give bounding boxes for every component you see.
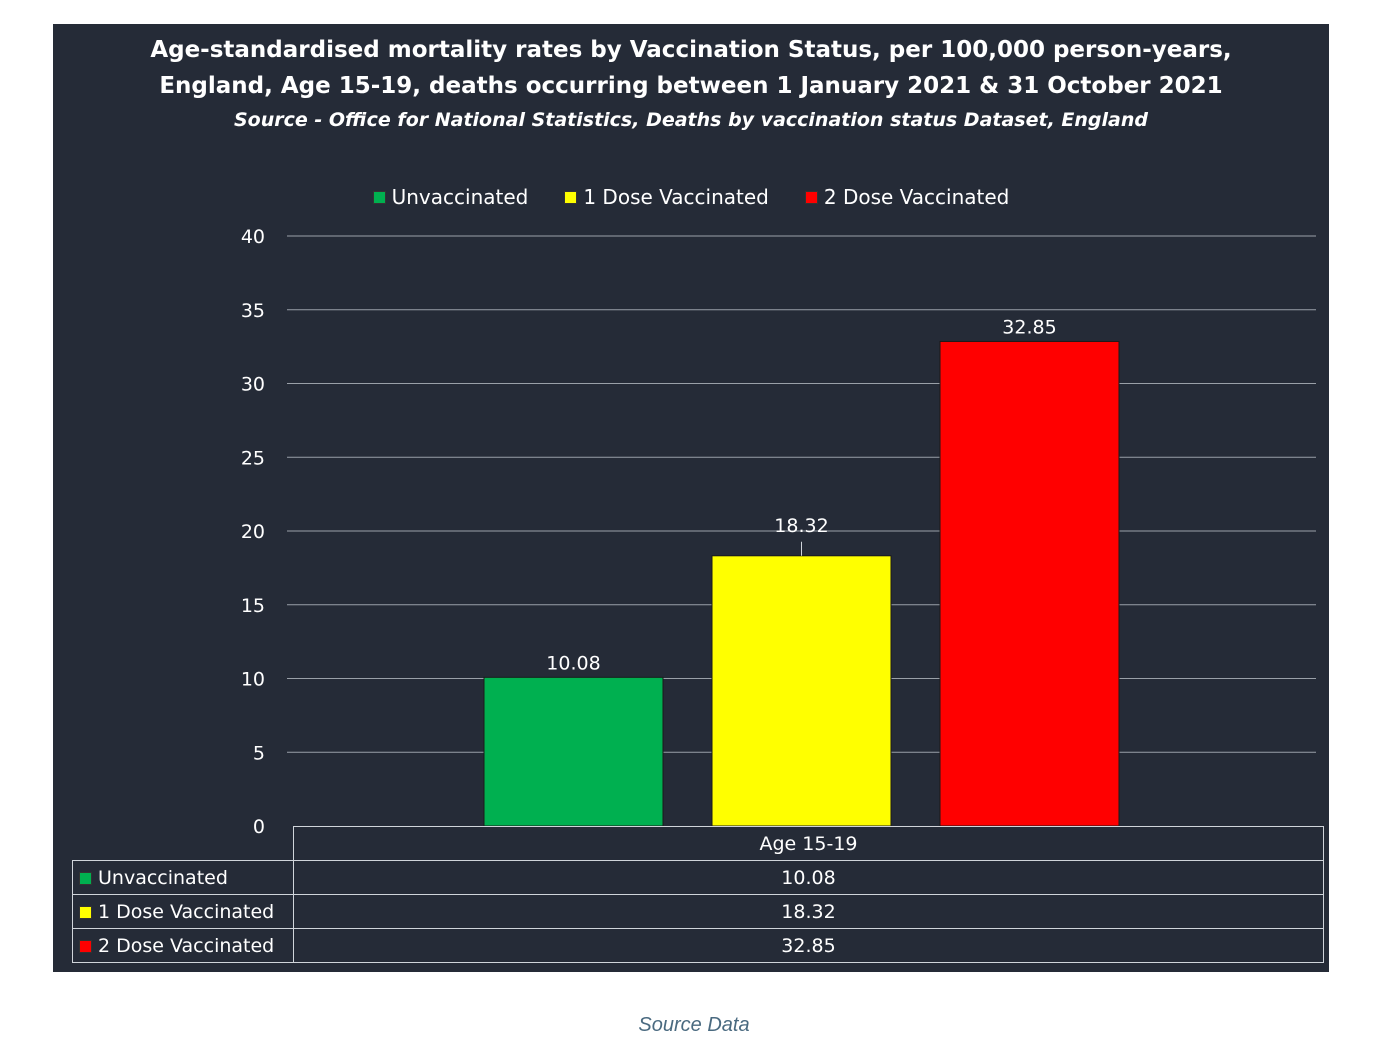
table-swatch-unvaccinated — [79, 871, 92, 885]
y-tick-label: 15 — [241, 595, 265, 617]
data-table-corner — [72, 826, 294, 861]
chart-panel: Age-standardised mortality rates by Vacc… — [53, 24, 1329, 972]
legend-label-unvaccinated: Unvaccinated — [391, 185, 529, 209]
data-table-row: 1 Dose Vaccinated 18.32 — [72, 894, 1324, 929]
data-label: 18.32 — [774, 515, 828, 537]
data-table-value-1-dose: 18.32 — [293, 894, 1324, 929]
legend-item-2-dose: 2 Dose Vaccinated — [804, 185, 1010, 209]
y-tick-label: 35 — [241, 300, 265, 322]
data-table-category: Age 15-19 — [293, 826, 1324, 861]
table-label-unvaccinated: Unvaccinated — [98, 866, 228, 889]
bar — [939, 340, 1120, 827]
data-table-row: Unvaccinated 10.08 — [72, 860, 1324, 895]
data-label: 32.85 — [1002, 316, 1056, 338]
y-tick-label: 20 — [241, 521, 265, 543]
legend-label-2-dose: 2 Dose Vaccinated — [823, 185, 1010, 209]
table-label-2-dose: 2 Dose Vaccinated — [98, 934, 275, 957]
data-table-value-2-dose: 32.85 — [293, 928, 1324, 963]
data-table-header-row: Age 15-19 — [72, 826, 1324, 861]
legend-item-unvaccinated: Unvaccinated — [372, 185, 529, 209]
table-label-1-dose: 1 Dose Vaccinated — [98, 900, 275, 923]
chart-title-line-2: England, Age 15-19, deaths occurring bet… — [159, 73, 1223, 99]
chart-subtitle: Source - Office for National Statistics,… — [234, 109, 1148, 131]
legend-swatch-unvaccinated — [372, 190, 386, 204]
legend-swatch-2-dose — [804, 190, 818, 204]
bar — [711, 555, 892, 827]
y-tick-label: 40 — [241, 226, 265, 248]
data-table: Age 15-19 Unvaccinated 10.08 1 Dose Vacc… — [72, 826, 1324, 963]
table-swatch-2-dose — [79, 939, 92, 953]
legend-label-1-dose: 1 Dose Vaccinated — [583, 185, 769, 209]
source-data-caption: Source Data — [638, 1014, 750, 1036]
data-table-row-head: Unvaccinated — [72, 860, 294, 895]
data-table-row: 2 Dose Vaccinated 32.85 — [72, 928, 1324, 963]
legend-item-1-dose: 1 Dose Vaccinated — [564, 185, 769, 209]
legend: Unvaccinated 1 Dose Vaccinated 2 Dose Va… — [53, 185, 1329, 209]
y-tick-label: 30 — [241, 374, 265, 396]
data-table-row-head: 1 Dose Vaccinated — [72, 894, 294, 929]
legend-swatch-1-dose — [564, 190, 578, 204]
bar — [483, 676, 664, 827]
y-tick-label: 25 — [241, 447, 265, 469]
data-table-value-unvaccinated: 10.08 — [293, 860, 1324, 895]
data-table-row-head: 2 Dose Vaccinated — [72, 928, 294, 963]
y-tick-label: 5 — [253, 742, 265, 764]
table-swatch-1-dose — [79, 905, 92, 919]
chart-title-line-1: Age-standardised mortality rates by Vacc… — [150, 37, 1232, 63]
data-label: 10.08 — [546, 652, 600, 674]
y-tick-label: 10 — [241, 669, 265, 691]
